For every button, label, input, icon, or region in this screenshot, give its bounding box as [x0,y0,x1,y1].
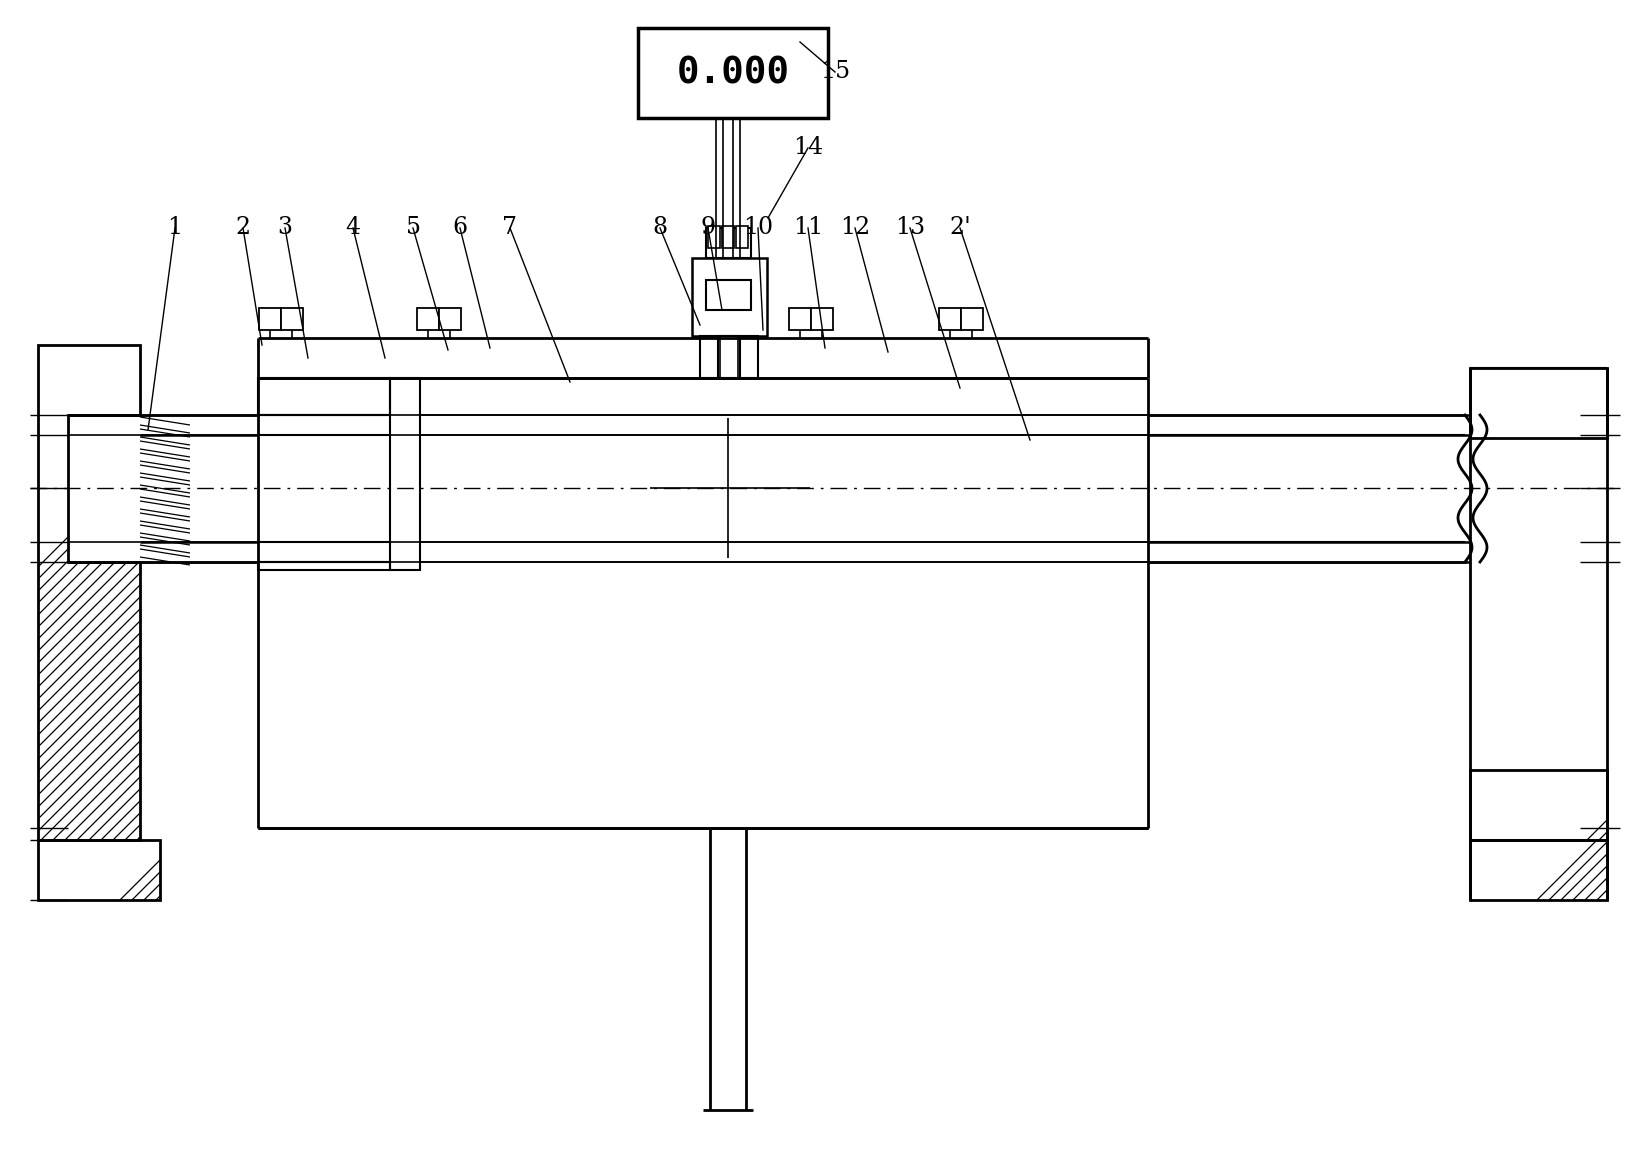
Text: 7: 7 [503,217,518,240]
Text: 4: 4 [345,217,360,240]
Bar [789,308,812,331]
Bar [721,226,734,248]
Text: 11: 11 [794,217,823,240]
Text: 2': 2' [950,217,971,240]
Bar [708,226,720,248]
Bar [706,281,751,310]
Text: 14: 14 [794,136,823,159]
Bar [812,308,833,331]
Text: 1: 1 [168,217,182,240]
Text: 5: 5 [406,217,421,240]
Bar [706,228,751,258]
Text: 3: 3 [278,217,292,240]
Bar [260,308,281,331]
Bar [718,336,739,378]
Bar [736,226,748,248]
Text: 9: 9 [700,217,716,240]
Bar [417,308,439,331]
Bar [961,308,983,331]
Text: 12: 12 [840,217,871,240]
Bar [439,308,462,331]
Text: 2: 2 [235,217,251,240]
Text: 8: 8 [652,217,667,240]
Text: 15: 15 [820,61,849,84]
Text: 10: 10 [743,217,774,240]
Bar [940,308,961,331]
Text: 6: 6 [452,217,468,240]
Bar [637,28,828,118]
Text: 0.000: 0.000 [677,55,790,91]
Bar [281,308,302,331]
Text: 13: 13 [895,217,925,240]
